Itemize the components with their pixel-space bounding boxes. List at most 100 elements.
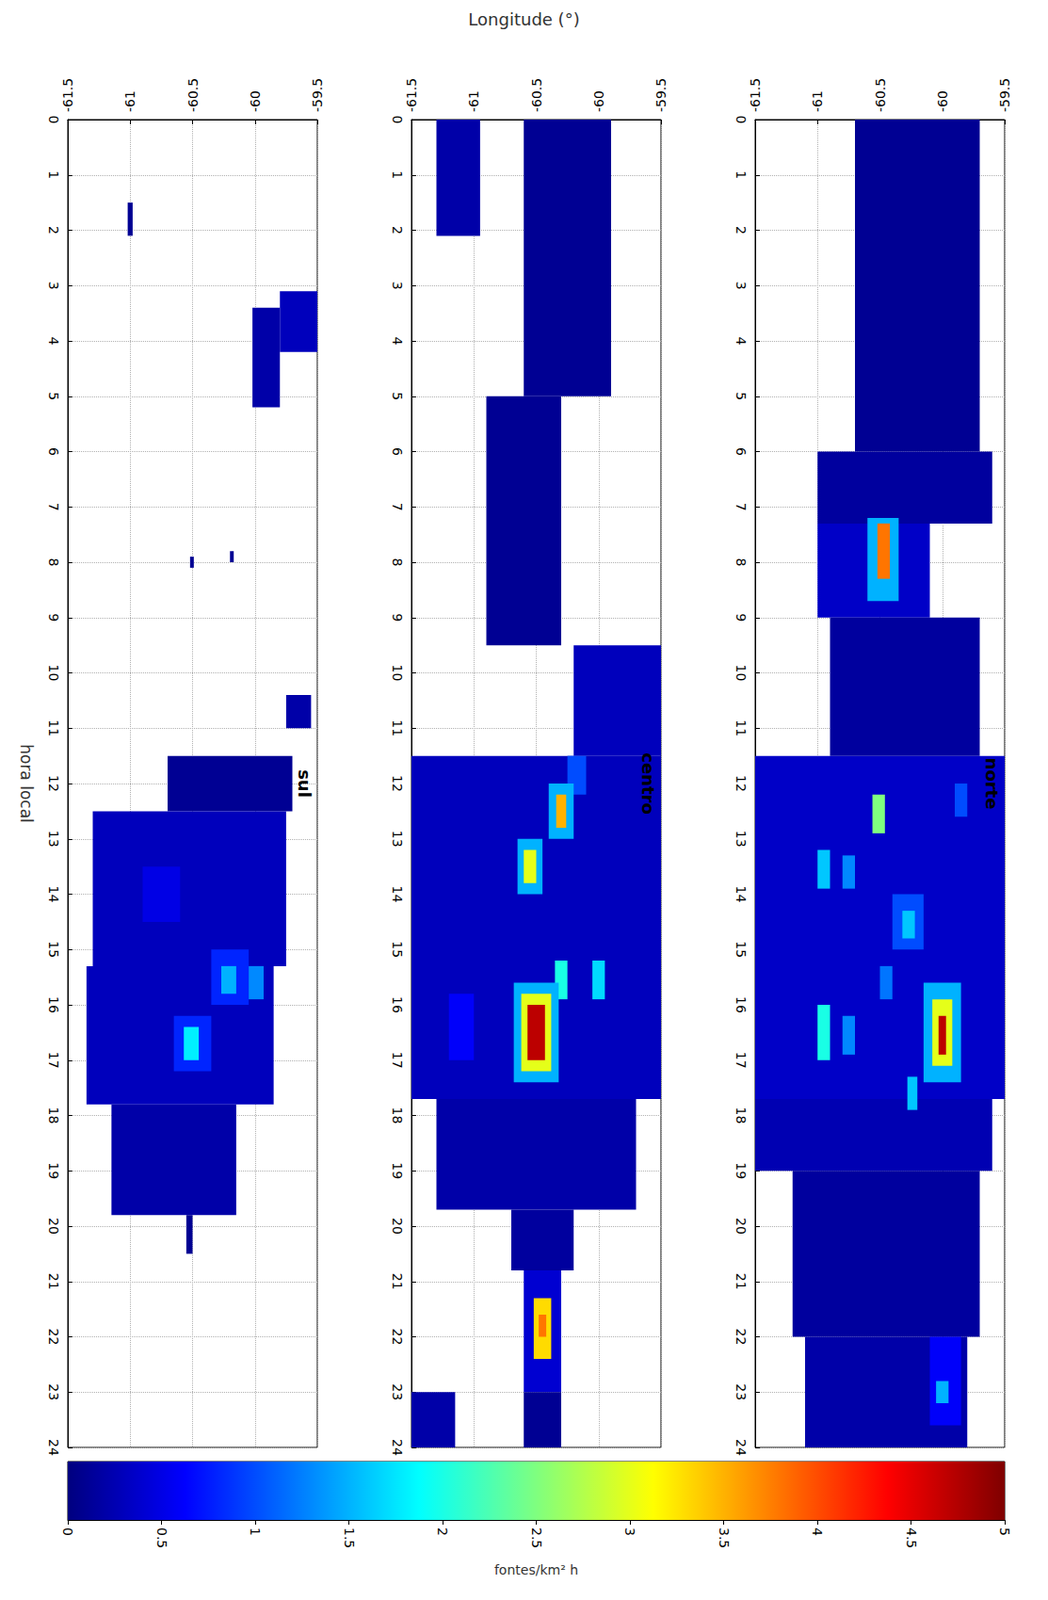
svg-text:2: 2	[46, 225, 62, 235]
svg-text:2: 2	[733, 225, 749, 235]
svg-text:14: 14	[733, 886, 749, 903]
svg-text:4.5: 4.5	[903, 1527, 920, 1548]
svg-text:9: 9	[46, 612, 62, 622]
svg-text:9: 9	[389, 612, 405, 622]
svg-text:11: 11	[46, 719, 62, 737]
svg-text:1: 1	[46, 170, 62, 179]
svg-text:19: 19	[46, 1161, 62, 1179]
svg-text:-59.5: -59.5	[653, 78, 669, 113]
svg-text:0: 0	[60, 1527, 76, 1536]
svg-text:15: 15	[733, 940, 749, 958]
svg-text:11: 11	[389, 719, 405, 737]
svg-text:-61: -61	[466, 90, 482, 113]
svg-text:7: 7	[46, 502, 62, 512]
svg-text:18: 18	[46, 1107, 62, 1125]
svg-text:0: 0	[733, 115, 749, 125]
svg-text:21: 21	[733, 1273, 749, 1290]
svg-text:13: 13	[733, 830, 749, 848]
svg-text:18: 18	[733, 1107, 749, 1125]
svg-text:23: 23	[733, 1383, 749, 1401]
svg-text:3: 3	[46, 281, 62, 291]
svg-text:24: 24	[46, 1438, 62, 1456]
svg-text:5: 5	[46, 391, 62, 401]
svg-text:4: 4	[389, 337, 405, 346]
svg-text:-61: -61	[122, 90, 138, 113]
svg-text:17: 17	[733, 1051, 749, 1069]
svg-text:2: 2	[435, 1527, 451, 1536]
svg-text:1.5: 1.5	[341, 1527, 357, 1548]
svg-text:9: 9	[733, 612, 749, 622]
svg-text:12: 12	[46, 774, 62, 792]
svg-text:2: 2	[389, 225, 405, 235]
svg-text:8: 8	[733, 558, 749, 567]
svg-text:24: 24	[389, 1438, 405, 1456]
svg-text:13: 13	[46, 830, 62, 848]
svg-text:1: 1	[389, 170, 405, 179]
svg-text:0.5: 0.5	[154, 1527, 170, 1548]
svg-text:17: 17	[46, 1051, 62, 1069]
svg-text:4: 4	[733, 337, 749, 346]
svg-text:17: 17	[389, 1051, 405, 1069]
svg-text:19: 19	[389, 1161, 405, 1179]
svg-text:8: 8	[46, 558, 62, 567]
svg-text:3: 3	[622, 1527, 638, 1536]
svg-text:16: 16	[733, 996, 749, 1014]
svg-text:centro: centro	[638, 752, 659, 815]
svg-text:23: 23	[389, 1383, 405, 1401]
svg-text:19: 19	[733, 1161, 749, 1179]
svg-text:11: 11	[733, 719, 749, 737]
svg-text:20: 20	[733, 1217, 749, 1235]
svg-text:-61.5: -61.5	[60, 78, 76, 113]
svg-text:2.5: 2.5	[529, 1527, 545, 1548]
svg-text:12: 12	[389, 774, 405, 792]
svg-text:3: 3	[389, 281, 405, 291]
svg-text:16: 16	[389, 996, 405, 1014]
svg-text:4: 4	[809, 1527, 825, 1536]
svg-text:norte: norte	[982, 757, 1002, 810]
svg-text:3.5: 3.5	[716, 1527, 732, 1548]
svg-text:21: 21	[389, 1273, 405, 1290]
svg-text:8: 8	[389, 558, 405, 567]
svg-text:fontes/km² h: fontes/km² h	[494, 1562, 579, 1578]
svg-text:5: 5	[733, 391, 749, 401]
svg-text:7: 7	[389, 502, 405, 512]
svg-text:Longitude (°): Longitude (°)	[467, 9, 580, 30]
svg-text:0: 0	[389, 115, 405, 125]
svg-text:5: 5	[997, 1527, 1013, 1536]
svg-text:10: 10	[733, 664, 749, 682]
svg-text:-59.5: -59.5	[997, 78, 1013, 113]
svg-text:hora local: hora local	[16, 743, 36, 823]
svg-text:-60: -60	[247, 90, 263, 113]
svg-text:16: 16	[46, 996, 62, 1014]
svg-text:14: 14	[389, 886, 405, 903]
svg-text:1: 1	[247, 1527, 263, 1536]
svg-text:6: 6	[389, 447, 405, 456]
svg-text:6: 6	[733, 447, 749, 456]
svg-text:4: 4	[46, 337, 62, 346]
svg-text:3: 3	[733, 281, 749, 291]
svg-text:13: 13	[389, 830, 405, 848]
svg-text:6: 6	[46, 447, 62, 456]
svg-text:-60: -60	[935, 90, 951, 113]
svg-text:12: 12	[733, 774, 749, 792]
svg-text:14: 14	[46, 886, 62, 903]
svg-text:7: 7	[733, 502, 749, 512]
svg-text:22: 22	[733, 1328, 749, 1346]
svg-text:0: 0	[46, 115, 62, 125]
svg-text:-61.5: -61.5	[747, 78, 763, 113]
svg-text:-59.5: -59.5	[309, 78, 325, 113]
svg-text:23: 23	[46, 1383, 62, 1401]
svg-text:20: 20	[46, 1217, 62, 1235]
svg-text:-61: -61	[809, 90, 825, 113]
svg-text:15: 15	[389, 940, 405, 958]
svg-text:15: 15	[46, 940, 62, 958]
svg-text:18: 18	[389, 1107, 405, 1125]
svg-text:24: 24	[733, 1438, 749, 1456]
svg-text:1: 1	[733, 170, 749, 179]
svg-text:-61.5: -61.5	[403, 78, 420, 113]
svg-text:5: 5	[389, 391, 405, 401]
svg-text:-60.5: -60.5	[529, 78, 545, 113]
svg-text:-60.5: -60.5	[185, 78, 201, 113]
svg-text:-60.5: -60.5	[872, 78, 888, 113]
svg-text:10: 10	[389, 664, 405, 682]
